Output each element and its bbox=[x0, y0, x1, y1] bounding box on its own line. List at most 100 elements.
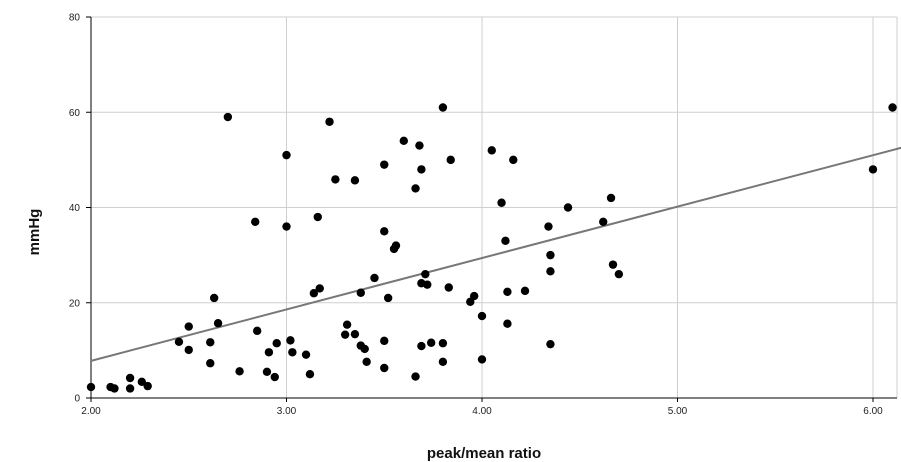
data-point bbox=[868, 165, 878, 174]
data-point bbox=[206, 359, 215, 368]
data-point bbox=[325, 117, 334, 126]
data-point bbox=[282, 222, 291, 231]
data-point bbox=[391, 241, 401, 250]
data-point bbox=[497, 198, 506, 207]
data-point bbox=[223, 112, 233, 122]
data-point bbox=[477, 355, 487, 364]
data-point bbox=[426, 338, 436, 347]
data-point bbox=[209, 293, 219, 303]
data-point bbox=[614, 269, 624, 279]
data-point bbox=[362, 357, 371, 367]
data-point bbox=[546, 339, 555, 349]
data-point bbox=[252, 326, 262, 336]
data-point bbox=[563, 203, 573, 212]
x-axis-title: peak/mean ratio bbox=[427, 445, 541, 462]
data-point bbox=[546, 267, 555, 276]
data-point bbox=[608, 260, 618, 269]
data-point bbox=[888, 103, 897, 112]
data-point bbox=[262, 367, 272, 377]
data-point bbox=[342, 320, 352, 329]
data-point bbox=[286, 336, 295, 345]
data-point bbox=[411, 372, 420, 381]
data-point bbox=[411, 184, 420, 193]
data-point bbox=[423, 280, 432, 289]
data-point bbox=[360, 344, 369, 354]
data-point bbox=[421, 269, 430, 279]
y-tick-label: 0 bbox=[74, 394, 80, 405]
data-point bbox=[110, 384, 119, 393]
y-tick-label: 80 bbox=[69, 13, 81, 24]
data-point bbox=[305, 369, 315, 379]
data-point bbox=[282, 150, 291, 160]
data-point bbox=[184, 322, 193, 331]
data-point bbox=[174, 337, 184, 347]
data-point bbox=[125, 384, 135, 393]
data-point bbox=[143, 381, 152, 391]
data-point bbox=[380, 227, 389, 236]
data-point bbox=[503, 319, 512, 328]
data-point bbox=[438, 339, 448, 348]
data-point bbox=[350, 176, 360, 185]
fit-line-group bbox=[90, 146, 901, 362]
data-point bbox=[380, 160, 389, 169]
y-tick-label: 20 bbox=[69, 298, 81, 309]
gridlines bbox=[91, 16, 898, 398]
data-point bbox=[444, 283, 453, 292]
data-point bbox=[350, 329, 360, 339]
data-point bbox=[235, 367, 244, 376]
data-point bbox=[509, 155, 518, 165]
data-point bbox=[399, 136, 408, 146]
data-point bbox=[417, 341, 426, 351]
data-point bbox=[606, 193, 616, 203]
data-point bbox=[370, 273, 379, 283]
data-point bbox=[417, 165, 426, 174]
data-point bbox=[313, 212, 322, 222]
data-point bbox=[380, 363, 389, 373]
y-tick-label: 40 bbox=[69, 203, 81, 214]
data-point bbox=[264, 348, 274, 357]
data-point bbox=[599, 217, 608, 226]
data-point bbox=[270, 372, 279, 382]
x-tick-label: 4.00 bbox=[472, 406, 492, 417]
data-point bbox=[137, 377, 147, 387]
data-point bbox=[415, 141, 424, 150]
data-point bbox=[272, 339, 281, 348]
data-point bbox=[546, 250, 555, 260]
data-point bbox=[340, 330, 350, 339]
data-point bbox=[544, 222, 553, 231]
data-point bbox=[383, 293, 393, 303]
x-tick-label: 2.00 bbox=[81, 406, 101, 417]
data-point bbox=[206, 338, 215, 347]
data-point bbox=[315, 284, 324, 293]
data-point bbox=[380, 336, 389, 346]
axes bbox=[86, 16, 897, 402]
data-point bbox=[251, 217, 260, 226]
data-point bbox=[438, 103, 448, 112]
y-tick-label: 60 bbox=[69, 108, 81, 119]
data-point bbox=[469, 291, 479, 301]
y-axis-title: mmHg bbox=[26, 209, 43, 256]
data-point bbox=[438, 357, 448, 367]
data-point bbox=[309, 289, 319, 298]
data-point bbox=[503, 287, 512, 296]
data-point bbox=[520, 286, 530, 296]
data-point bbox=[288, 348, 297, 357]
data-point bbox=[213, 319, 223, 328]
x-tick-label: 5.00 bbox=[668, 406, 688, 417]
data-point bbox=[487, 146, 496, 155]
data-points bbox=[86, 103, 897, 393]
x-tick-label: 6.00 bbox=[863, 406, 883, 417]
data-point bbox=[501, 236, 510, 246]
x-tick-label: 3.00 bbox=[277, 406, 297, 417]
data-point bbox=[446, 155, 455, 165]
data-point bbox=[184, 345, 193, 355]
data-point bbox=[331, 175, 340, 184]
data-point bbox=[86, 382, 96, 392]
tick-labels: 2.00 3.00 4.00 5.00 6.00 0 20 40 60 80 bbox=[69, 13, 883, 418]
data-point bbox=[356, 288, 365, 297]
data-point bbox=[125, 373, 135, 383]
fit-line bbox=[90, 146, 901, 362]
data-point bbox=[477, 311, 487, 321]
data-point bbox=[301, 350, 311, 359]
